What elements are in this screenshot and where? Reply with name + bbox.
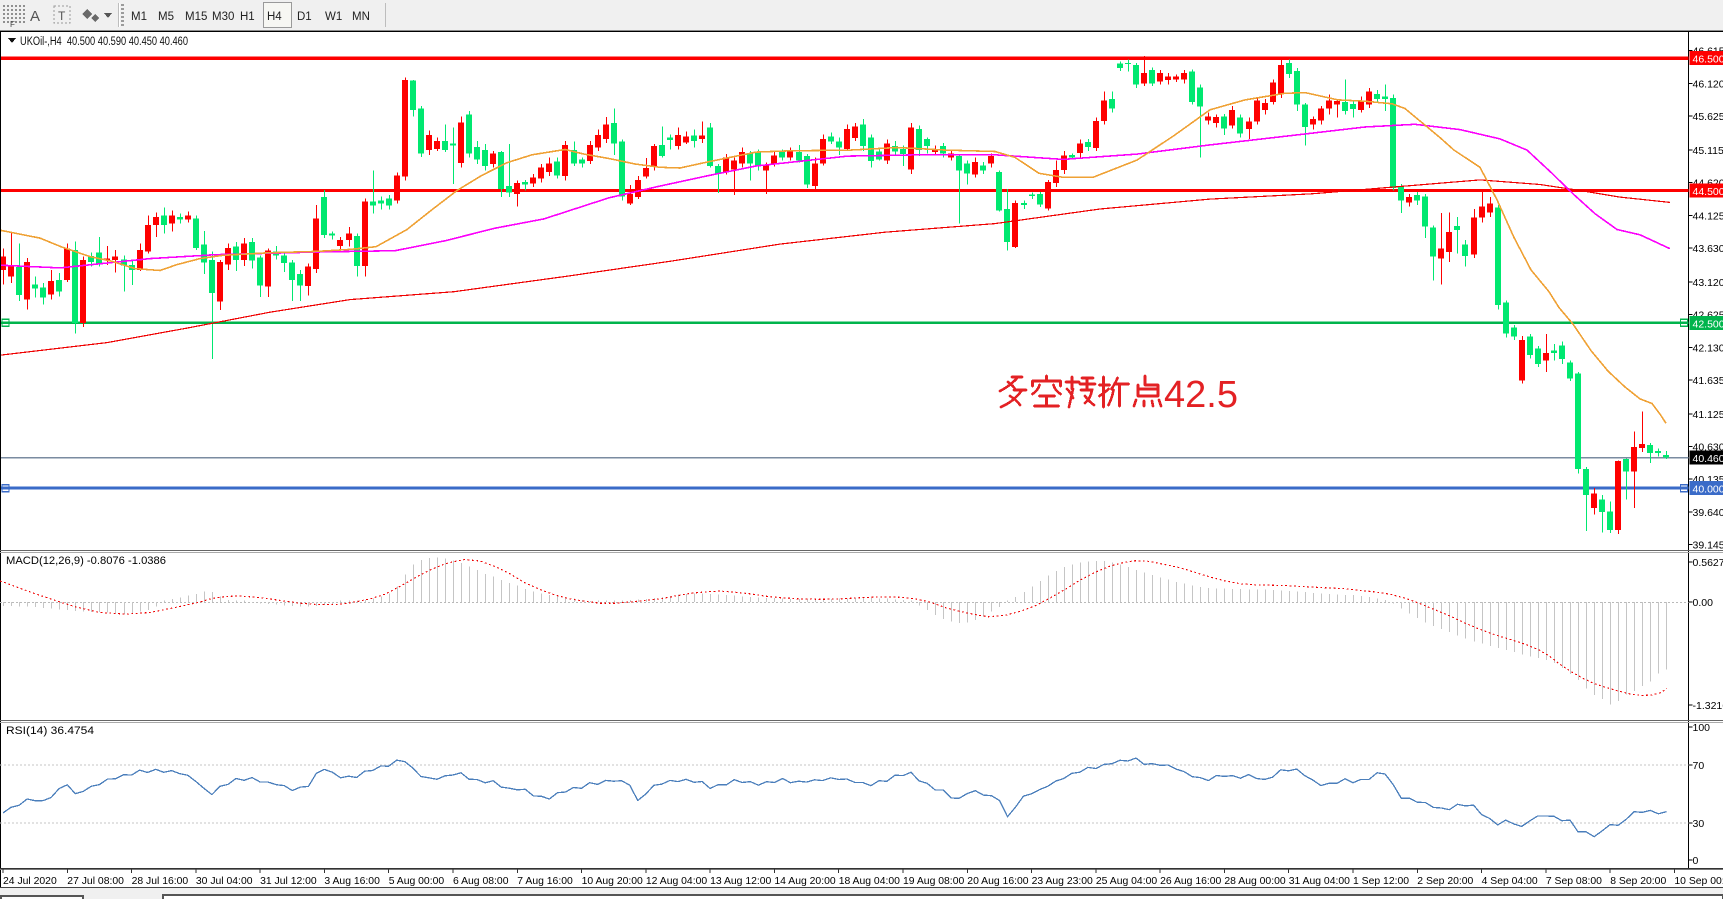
svg-text:20 Aug 16:00: 20 Aug 16:00 xyxy=(967,876,1028,887)
svg-text:10 Sep 00:00: 10 Sep 00:00 xyxy=(1674,876,1723,887)
svg-text:MN: MN xyxy=(352,11,370,23)
svg-text:T: T xyxy=(58,9,66,23)
svg-text:UKOil-,H4 40.500 40.590 40.45: UKOil-,H4 40.500 40.590 40.450 40.460 xyxy=(20,36,188,48)
svg-text:45.625: 45.625 xyxy=(1693,111,1723,123)
svg-text:39.640: 39.640 xyxy=(1693,507,1723,519)
svg-text:14 Aug 20:00: 14 Aug 20:00 xyxy=(774,876,835,887)
svg-text:28 Aug 00:00: 28 Aug 00:00 xyxy=(1224,876,1285,887)
svg-text:12 Aug 04:00: 12 Aug 04:00 xyxy=(646,876,707,887)
svg-text:45.115: 45.115 xyxy=(1693,145,1723,157)
svg-text:H4: H4 xyxy=(267,11,282,23)
svg-text:19 Aug 08:00: 19 Aug 08:00 xyxy=(903,876,964,887)
svg-text:40.460: 40.460 xyxy=(1693,453,1723,465)
svg-text:0.00: 0.00 xyxy=(1693,597,1714,609)
svg-text:100: 100 xyxy=(1693,722,1711,734)
svg-text:2 Sep 20:00: 2 Sep 20:00 xyxy=(1417,876,1473,887)
svg-text:RSI(14) 36.4754: RSI(14) 36.4754 xyxy=(6,725,94,737)
svg-text:23 Aug 23:00: 23 Aug 23:00 xyxy=(1032,876,1093,887)
svg-text:40.630: 40.630 xyxy=(1693,442,1723,454)
svg-text:H1: H1 xyxy=(240,11,255,23)
svg-text:18 Aug 04:00: 18 Aug 04:00 xyxy=(839,876,900,887)
svg-text:40.000: 40.000 xyxy=(1693,484,1723,496)
svg-text:43.630: 43.630 xyxy=(1693,243,1723,255)
svg-text:31 Aug 04:00: 31 Aug 04:00 xyxy=(1289,876,1350,887)
svg-text:28 Jul 16:00: 28 Jul 16:00 xyxy=(132,876,189,887)
svg-text:46.120: 46.120 xyxy=(1693,78,1723,90)
svg-text:44.125: 44.125 xyxy=(1693,210,1723,222)
svg-text:44.500: 44.500 xyxy=(1693,186,1723,198)
svg-text:M5: M5 xyxy=(158,11,174,23)
svg-text:7 Aug 16:00: 7 Aug 16:00 xyxy=(517,876,573,887)
svg-text:42.500: 42.500 xyxy=(1693,318,1723,330)
svg-text:13 Aug 12:00: 13 Aug 12:00 xyxy=(710,876,771,887)
svg-text:0: 0 xyxy=(1693,855,1699,867)
svg-text:70: 70 xyxy=(1693,760,1705,772)
svg-text:43.120: 43.120 xyxy=(1693,277,1723,289)
svg-text:M1: M1 xyxy=(131,11,147,23)
svg-text:M30: M30 xyxy=(212,11,234,23)
svg-text:W1: W1 xyxy=(325,11,342,23)
svg-text:42.130: 42.130 xyxy=(1693,342,1723,354)
svg-text:8 Sep 20:00: 8 Sep 20:00 xyxy=(1610,876,1666,887)
svg-text:D1: D1 xyxy=(297,11,312,23)
svg-text:MACD(12,26,9) -0.8076 -1.0386: MACD(12,26,9) -0.8076 -1.0386 xyxy=(6,555,166,567)
svg-text:30 Jul 04:00: 30 Jul 04:00 xyxy=(196,876,253,887)
svg-text:24 Jul 2020: 24 Jul 2020 xyxy=(3,876,57,887)
svg-text:30: 30 xyxy=(1693,818,1705,830)
svg-text:41.125: 41.125 xyxy=(1693,409,1723,421)
svg-text:39.145: 39.145 xyxy=(1693,540,1723,552)
svg-text:1 Sep 12:00: 1 Sep 12:00 xyxy=(1353,876,1409,887)
svg-text:27 Jul 08:00: 27 Jul 08:00 xyxy=(67,876,124,887)
svg-text:6 Aug 08:00: 6 Aug 08:00 xyxy=(453,876,509,887)
svg-text:10 Aug 20:00: 10 Aug 20:00 xyxy=(582,876,643,887)
svg-text:-1.3216: -1.3216 xyxy=(1693,700,1723,712)
svg-text:3 Aug 16:00: 3 Aug 16:00 xyxy=(324,876,380,887)
svg-text:42.5: 42.5 xyxy=(1164,374,1238,416)
svg-text:A: A xyxy=(30,8,40,25)
svg-text:5 Aug 00:00: 5 Aug 00:00 xyxy=(389,876,445,887)
svg-text:4 Sep 04:00: 4 Sep 04:00 xyxy=(1482,876,1538,887)
svg-text:46.500: 46.500 xyxy=(1693,54,1723,66)
svg-text:7 Sep 08:00: 7 Sep 08:00 xyxy=(1546,876,1602,887)
svg-text:25 Aug 04:00: 25 Aug 04:00 xyxy=(1096,876,1157,887)
svg-text:M15: M15 xyxy=(185,11,207,23)
svg-text:31 Jul 12:00: 31 Jul 12:00 xyxy=(260,876,317,887)
svg-text:26 Aug 16:00: 26 Aug 16:00 xyxy=(1160,876,1221,887)
svg-text:0.5627: 0.5627 xyxy=(1693,557,1723,569)
svg-text:41.635: 41.635 xyxy=(1693,375,1723,387)
svg-text:F: F xyxy=(10,20,15,29)
